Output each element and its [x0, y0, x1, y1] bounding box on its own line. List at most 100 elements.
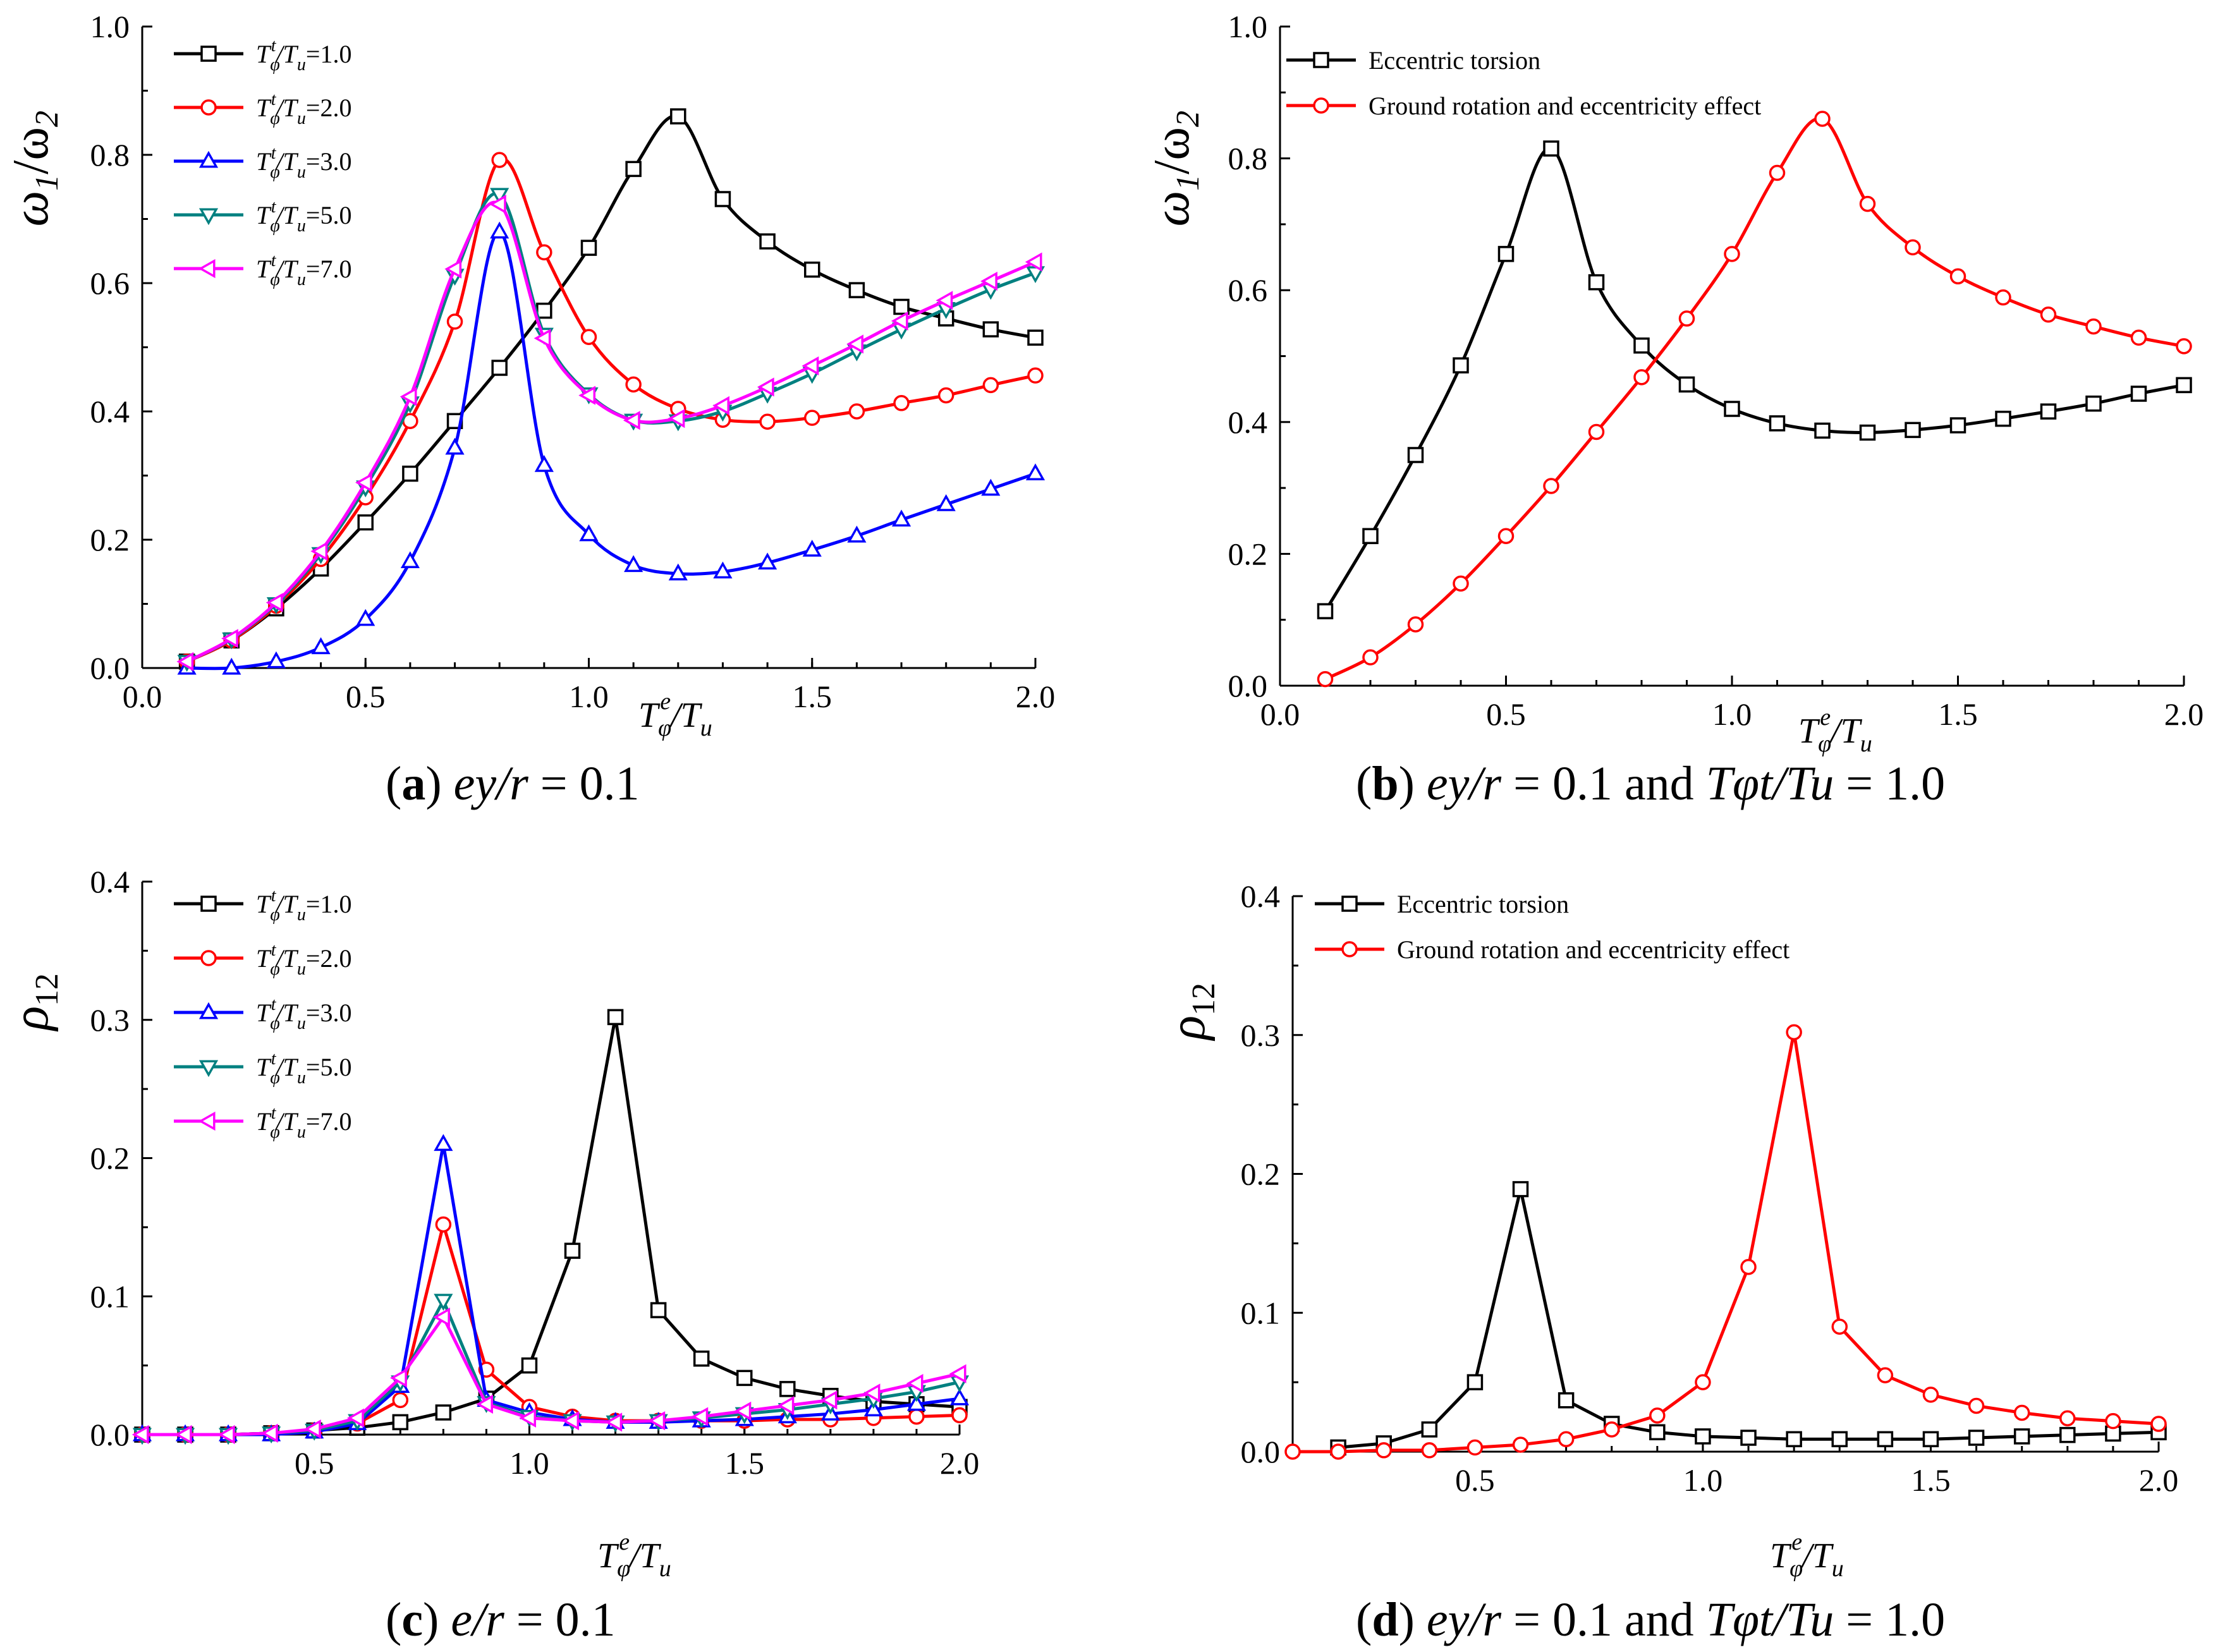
data-point	[1678, 376, 1695, 393]
x-title-sub: φ	[1818, 731, 1831, 757]
data-point	[476, 1394, 493, 1414]
legend-sub: u	[297, 216, 306, 236]
data-point	[1695, 1428, 1711, 1445]
x-title-sub: φ	[617, 1555, 630, 1582]
legend-sub: u	[297, 1068, 306, 1088]
caption-part: 0.1	[580, 757, 640, 810]
legend-sup: t	[271, 90, 277, 109]
data-point	[2150, 1416, 2167, 1432]
data-point	[802, 356, 819, 376]
data-point	[578, 386, 596, 405]
x-tick-label: 2.0	[940, 1445, 980, 1481]
data-point	[580, 329, 597, 346]
legend-div: /T	[275, 1053, 299, 1081]
legend-div: /T	[275, 201, 299, 229]
data-point	[906, 1394, 927, 1411]
x-tick-label: 0.5	[346, 679, 386, 714]
data-point	[1769, 415, 1786, 432]
series-line	[1324, 116, 2185, 681]
data-point	[1497, 528, 1515, 544]
data-point	[668, 409, 685, 428]
data-point	[605, 1412, 623, 1432]
data-point	[1027, 367, 1044, 384]
data-point	[1362, 528, 1379, 544]
data-point	[2013, 1404, 2030, 1421]
y-title-div: /ω	[3, 127, 59, 174]
y-tick-label: 0.0	[90, 1417, 130, 1452]
caption-paren: (	[386, 757, 401, 810]
x-title-div: /T	[1800, 1536, 1834, 1576]
data-point	[1421, 1442, 1438, 1459]
data-point	[1995, 410, 2011, 427]
data-point	[1649, 1424, 1666, 1440]
legend-marker	[200, 99, 217, 116]
legend-label: Tφt/Tu=3.0	[256, 143, 351, 182]
y-axis-title: ρ12	[3, 973, 65, 1032]
data-point	[434, 1294, 453, 1311]
x-title-sub: u	[700, 715, 712, 741]
y-title-sub: 1	[1170, 174, 1206, 191]
data-point	[400, 551, 420, 569]
legend-sup: t	[271, 251, 277, 270]
data-point	[1877, 1367, 1894, 1383]
legend-t: T	[256, 147, 272, 176]
data-point	[1633, 369, 1650, 386]
data-point	[908, 1408, 925, 1425]
legend-sup: t	[271, 1103, 277, 1123]
y-tick-label: 0.1	[90, 1278, 130, 1314]
y-tick-label: 0.0	[1228, 668, 1268, 703]
legend-value: =7.0	[306, 1107, 352, 1136]
y-tick-label: 0.6	[90, 265, 130, 301]
series-line	[186, 114, 1036, 664]
caption-paren: )	[423, 1593, 451, 1646]
data-point	[758, 552, 777, 570]
legend-div: /T	[275, 147, 299, 176]
x-tick-label: 1.0	[509, 1445, 549, 1481]
y-tick-label: 0.4	[90, 394, 130, 429]
legend-label: Tφt/Tu=5.0	[256, 1049, 351, 1088]
data-point	[1543, 140, 1559, 157]
data-point	[2130, 329, 2147, 346]
caption-part: Tφt/Tu	[1706, 757, 1846, 810]
x-title-div: /T	[628, 1536, 662, 1576]
x-title-sub: u	[1860, 731, 1872, 757]
data-point	[1724, 246, 1740, 262]
data-point	[176, 652, 194, 671]
data-point	[1724, 401, 1740, 417]
data-point	[131, 1424, 149, 1445]
legend-marker	[200, 896, 217, 912]
data-point	[1317, 671, 1334, 688]
data-point	[2040, 403, 2057, 420]
x-title-t: T	[1798, 712, 1820, 751]
data-point	[434, 1134, 453, 1151]
x-tick-label: 0.5	[1455, 1462, 1495, 1498]
data-point	[981, 478, 1001, 496]
data-point	[1831, 1318, 1848, 1335]
data-point	[221, 629, 238, 648]
legend-marker	[198, 1111, 216, 1131]
data-point	[846, 334, 863, 354]
x-tick-label: 0.0	[1260, 696, 1300, 732]
caption-part: 1.0	[1885, 757, 1945, 810]
y-title-div: /ω	[1144, 127, 1200, 174]
caption-part: ey/r	[1427, 757, 1513, 810]
data-point	[1421, 1421, 1438, 1438]
data-point	[847, 525, 867, 543]
data-point	[1588, 274, 1605, 291]
data-point	[1786, 1024, 1802, 1041]
data-point	[260, 1423, 278, 1443]
legend-sub: φ	[270, 109, 280, 128]
data-point	[891, 311, 908, 331]
data-point	[1284, 1443, 1301, 1460]
caption-letter: a	[401, 757, 425, 810]
data-point	[693, 1350, 710, 1367]
data-point	[1543, 478, 1559, 494]
legend-sub: φ	[270, 959, 280, 979]
legend-t: T	[256, 40, 272, 68]
data-point	[402, 465, 418, 482]
data-point	[1859, 424, 1876, 441]
y-tick-label: 0.3	[1241, 1017, 1281, 1053]
legend-sub: u	[297, 270, 306, 289]
data-point	[1558, 1431, 1575, 1447]
